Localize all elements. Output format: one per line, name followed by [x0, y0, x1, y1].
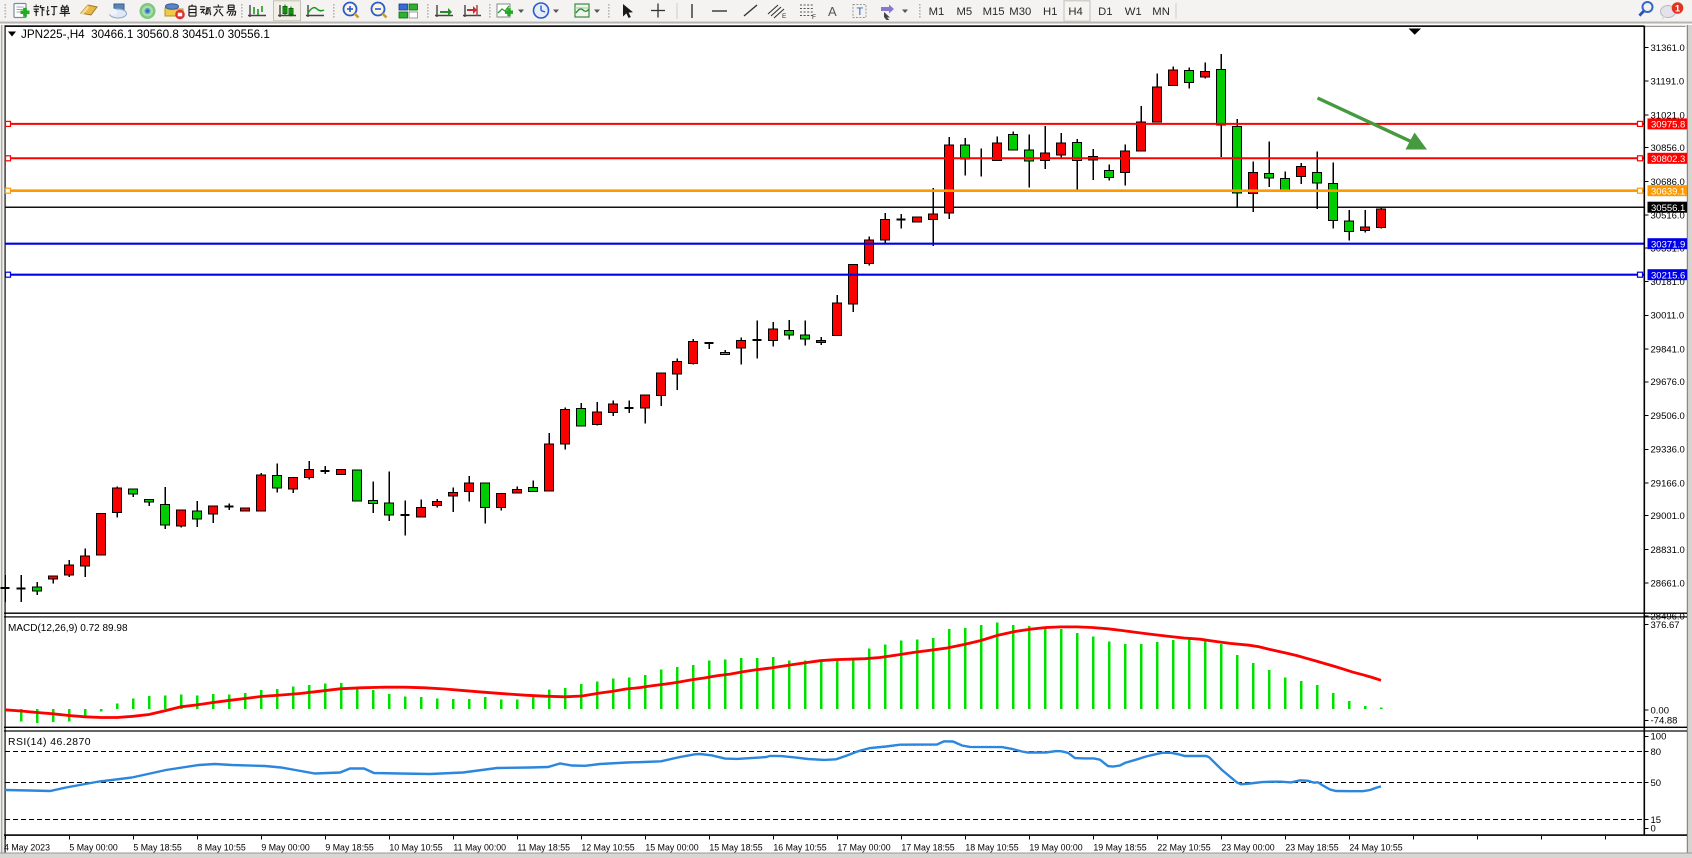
svg-text:H4: H4 [1068, 6, 1082, 18]
svg-text:9 May 18:55: 9 May 18:55 [325, 843, 374, 853]
svg-text:28831.0: 28831.0 [1651, 545, 1685, 556]
svg-text:1: 1 [1675, 4, 1681, 15]
svg-text:30975.8: 30975.8 [1651, 120, 1685, 131]
svg-text:80: 80 [1651, 747, 1662, 758]
svg-text:17 May 00:00: 17 May 00:00 [837, 843, 890, 853]
svg-text:19 May 00:00: 19 May 00:00 [1029, 843, 1082, 853]
svg-text:M1: M1 [929, 6, 945, 18]
svg-text:28661.0: 28661.0 [1651, 579, 1685, 590]
svg-text:H1: H1 [1043, 6, 1057, 18]
svg-text:0.00: 0.00 [1651, 705, 1670, 716]
svg-text:30215.6: 30215.6 [1651, 270, 1685, 281]
svg-text:376.67: 376.67 [1651, 620, 1680, 631]
svg-text:30802.3: 30802.3 [1651, 154, 1685, 165]
svg-text:29336.0: 29336.0 [1651, 445, 1685, 456]
svg-text:RSI(14) 46.2870: RSI(14) 46.2870 [8, 737, 91, 748]
svg-text:9 May 00:00: 9 May 00:00 [261, 843, 310, 853]
svg-text:31361.0: 31361.0 [1651, 43, 1685, 54]
svg-text:29841.0: 29841.0 [1651, 345, 1685, 356]
svg-text:30011.0: 30011.0 [1651, 311, 1685, 322]
svg-text:22 May 10:55: 22 May 10:55 [1157, 843, 1210, 853]
svg-text:W1: W1 [1125, 6, 1142, 18]
svg-text:24 May 10:55: 24 May 10:55 [1349, 843, 1402, 853]
svg-text:19 May 18:55: 19 May 18:55 [1093, 843, 1146, 853]
svg-text:30371.9: 30371.9 [1651, 239, 1685, 250]
svg-text:29506.0: 29506.0 [1651, 411, 1685, 422]
svg-text:E: E [782, 13, 787, 20]
svg-text:30181.0: 30181.0 [1651, 277, 1685, 288]
svg-text:11 May 18:55: 11 May 18:55 [517, 843, 570, 853]
svg-text:30686.0: 30686.0 [1651, 177, 1685, 188]
svg-text:T: T [857, 6, 864, 18]
svg-text:A: A [828, 4, 837, 19]
svg-text:29001.0: 29001.0 [1651, 511, 1685, 522]
svg-text:31191.0: 31191.0 [1651, 77, 1685, 88]
svg-text:8 May 10:55: 8 May 10:55 [197, 843, 246, 853]
svg-text:30556.1: 30556.1 [1651, 203, 1685, 214]
svg-text:10 May 10:55: 10 May 10:55 [389, 843, 442, 853]
svg-text:30639.1: 30639.1 [1651, 186, 1685, 197]
svg-text:0: 0 [1651, 824, 1656, 835]
svg-text:M15: M15 [983, 6, 1005, 18]
svg-text:23 May 00:00: 23 May 00:00 [1221, 843, 1274, 853]
svg-text:JPN225-,H4 30466.1 30560.8 30: JPN225-,H4 30466.1 30560.8 30451.0 30556… [21, 28, 270, 41]
svg-text:-74.88: -74.88 [1651, 716, 1678, 727]
svg-text:15: 15 [1651, 815, 1662, 826]
svg-text:29166.0: 29166.0 [1651, 478, 1685, 489]
svg-text:17 May 18:55: 17 May 18:55 [901, 843, 954, 853]
svg-text:30516.0: 30516.0 [1651, 211, 1685, 222]
svg-text:15 May 00:00: 15 May 00:00 [645, 843, 698, 853]
svg-text:30856.0: 30856.0 [1651, 143, 1685, 154]
svg-text:4 May 2023: 4 May 2023 [4, 843, 50, 853]
svg-text:16 May 10:55: 16 May 10:55 [773, 843, 826, 853]
svg-text:18 May 10:55: 18 May 10:55 [965, 843, 1018, 853]
svg-text:50: 50 [1651, 778, 1662, 789]
svg-text:5 May 18:55: 5 May 18:55 [133, 843, 182, 853]
svg-text:15 May 18:55: 15 May 18:55 [709, 843, 762, 853]
svg-text:29676.0: 29676.0 [1651, 377, 1685, 388]
svg-text:28496.0: 28496.0 [1651, 611, 1685, 622]
svg-text:23 May 18:55: 23 May 18:55 [1285, 843, 1338, 853]
svg-text:5 May 00:00: 5 May 00:00 [69, 843, 118, 853]
svg-text:MN: MN [1152, 6, 1170, 18]
svg-text:11 May 00:00: 11 May 00:00 [453, 843, 506, 853]
svg-text:12 May 10:55: 12 May 10:55 [581, 843, 634, 853]
svg-text:M30: M30 [1009, 6, 1031, 18]
svg-text:D1: D1 [1098, 6, 1112, 18]
svg-text:31021.0: 31021.0 [1651, 110, 1685, 121]
svg-text:M5: M5 [956, 6, 972, 18]
svg-text:100: 100 [1651, 732, 1667, 743]
svg-text:MACD(12,26,9) 0.72 89.98: MACD(12,26,9) 0.72 89.98 [8, 623, 128, 634]
svg-text:F: F [812, 14, 816, 21]
